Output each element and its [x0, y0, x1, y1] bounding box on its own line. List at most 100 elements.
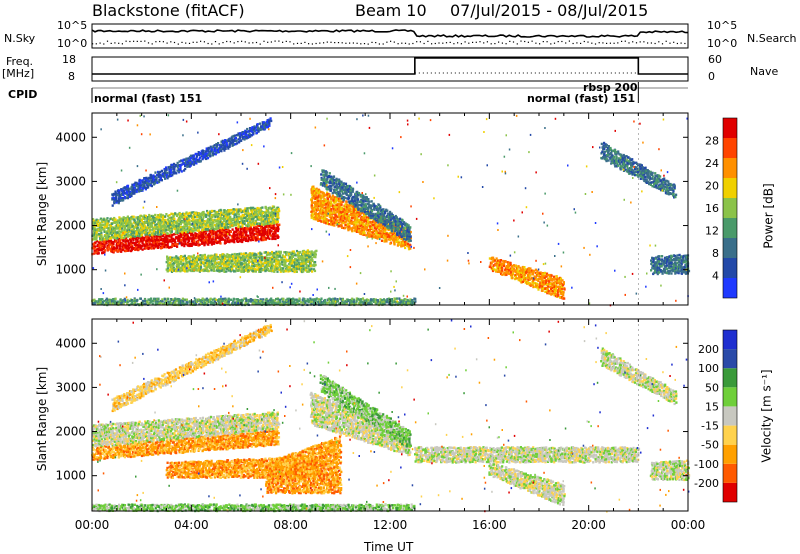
nsearch-dot	[639, 41, 641, 43]
range-gate-cell	[161, 246, 164, 249]
range-gate-cell	[155, 242, 158, 245]
range-gate-cell	[145, 246, 148, 250]
cpid-entry: normal (fast) 151	[527, 92, 636, 105]
range-gate-cell	[144, 245, 147, 248]
range-gate-cell	[229, 215, 232, 218]
range-gate-cell	[272, 215, 275, 218]
range-gate-cell	[124, 220, 127, 224]
range-gate-cell	[212, 231, 215, 234]
range-gate-cell	[215, 220, 218, 223]
range-gate-cell	[253, 214, 256, 217]
range-gate-cell	[188, 236, 191, 240]
range-gate-cell	[195, 243, 198, 246]
range-gate-cell	[224, 147, 227, 150]
nsearch-dot	[442, 42, 444, 44]
range-gate-cell	[255, 232, 258, 236]
range-gate-cell	[251, 209, 254, 212]
range-gate-cell	[189, 227, 192, 230]
range-gate-cell	[153, 235, 156, 238]
range-gate-cell	[229, 225, 232, 229]
range-gate-cell	[132, 215, 135, 218]
range-gate-cell	[223, 239, 227, 242]
range-gate-cell	[199, 265, 203, 269]
range-gate-cell	[363, 216, 366, 220]
range-gate-cell	[253, 226, 256, 229]
range-gate-cell	[121, 248, 124, 252]
range-gate-cell	[172, 212, 175, 216]
range-gate-cell	[225, 220, 228, 223]
range-gate-cell	[228, 233, 231, 236]
range-gate-cell	[219, 219, 222, 222]
range-gate-cell	[204, 235, 208, 239]
range-gate-cell	[168, 246, 171, 249]
range-gate-cell	[205, 228, 208, 231]
range-gate-cell	[113, 221, 116, 224]
range-gate-cell	[210, 233, 214, 236]
range-gate-cell	[229, 230, 232, 233]
range-gate-cell	[198, 231, 201, 234]
range-gate-cell	[184, 167, 187, 171]
range-gate-cell	[209, 221, 212, 225]
range-gate-cell	[215, 253, 218, 256]
range-gate-cell	[247, 234, 250, 237]
range-gate-cell	[130, 247, 133, 250]
range-gate-cell	[115, 231, 118, 234]
range-gate-cell	[155, 225, 158, 228]
range-gate-cell	[226, 218, 229, 221]
date-range: 07/Jul/2015 - 08/Jul/2015	[450, 1, 649, 20]
range-gate-cell	[133, 183, 136, 187]
range-gate-cell	[182, 257, 185, 260]
nsearch-dot	[278, 40, 280, 42]
range-gate-cell	[209, 216, 212, 220]
range-gate-cell	[122, 198, 125, 202]
range-gate-cell	[289, 251, 292, 254]
beam-label: Beam 10	[355, 1, 427, 20]
freq-unit-label: [MHz]	[2, 67, 35, 80]
nsearch-dot	[319, 42, 321, 44]
range-gate-cell	[267, 228, 270, 232]
nsearch-dot	[512, 41, 515, 43]
range-gate-cell	[254, 232, 257, 236]
range-gate-cell	[131, 237, 134, 240]
noise-panel-frame	[91, 23, 689, 49]
range-gate-cell	[268, 232, 271, 235]
range-gate-cell	[218, 220, 221, 223]
range-gate-cell	[341, 226, 344, 229]
range-gate-cell	[203, 264, 206, 267]
range-gate-cell	[146, 220, 149, 223]
range-gate-cell	[110, 232, 113, 235]
range-gate-cell	[147, 234, 150, 238]
range-gate-cell	[270, 224, 273, 227]
range-gate-cell	[222, 147, 225, 150]
range-gate-cell	[245, 212, 248, 215]
range-gate-cell	[130, 233, 133, 236]
range-gate-cell	[210, 224, 213, 228]
range-gate-cell	[258, 209, 261, 212]
range-gate-cell	[248, 260, 251, 263]
range-gate-cell	[114, 218, 117, 221]
nsearch-dot	[341, 42, 343, 44]
range-gate-cell	[114, 200, 117, 203]
range-gate-cell	[120, 236, 123, 239]
nsearch-dot	[550, 43, 552, 45]
range-gate-cell	[140, 237, 143, 241]
range-gate-cell	[125, 189, 128, 193]
range-gate-cell	[188, 225, 191, 229]
range-gate-cell	[244, 207, 247, 210]
nsearch-dot	[147, 42, 150, 44]
range-gate-cell	[206, 218, 210, 221]
range-gate-cell	[142, 224, 145, 227]
range-gate-cell	[95, 236, 98, 239]
range-gate-cell	[98, 245, 101, 248]
range-gate-cell	[146, 217, 149, 220]
range-gate-cell	[125, 224, 128, 228]
range-gate-cell	[142, 221, 145, 224]
nsearch-dot	[431, 43, 433, 45]
range-gate-cell	[136, 218, 140, 221]
range-gate-cell	[219, 237, 222, 240]
range-gate-cell	[94, 245, 97, 248]
range-gate-cell	[92, 218, 95, 221]
range-gate-cell	[242, 213, 246, 217]
range-gate-cell	[107, 234, 110, 237]
range-gate-cell	[389, 242, 392, 245]
